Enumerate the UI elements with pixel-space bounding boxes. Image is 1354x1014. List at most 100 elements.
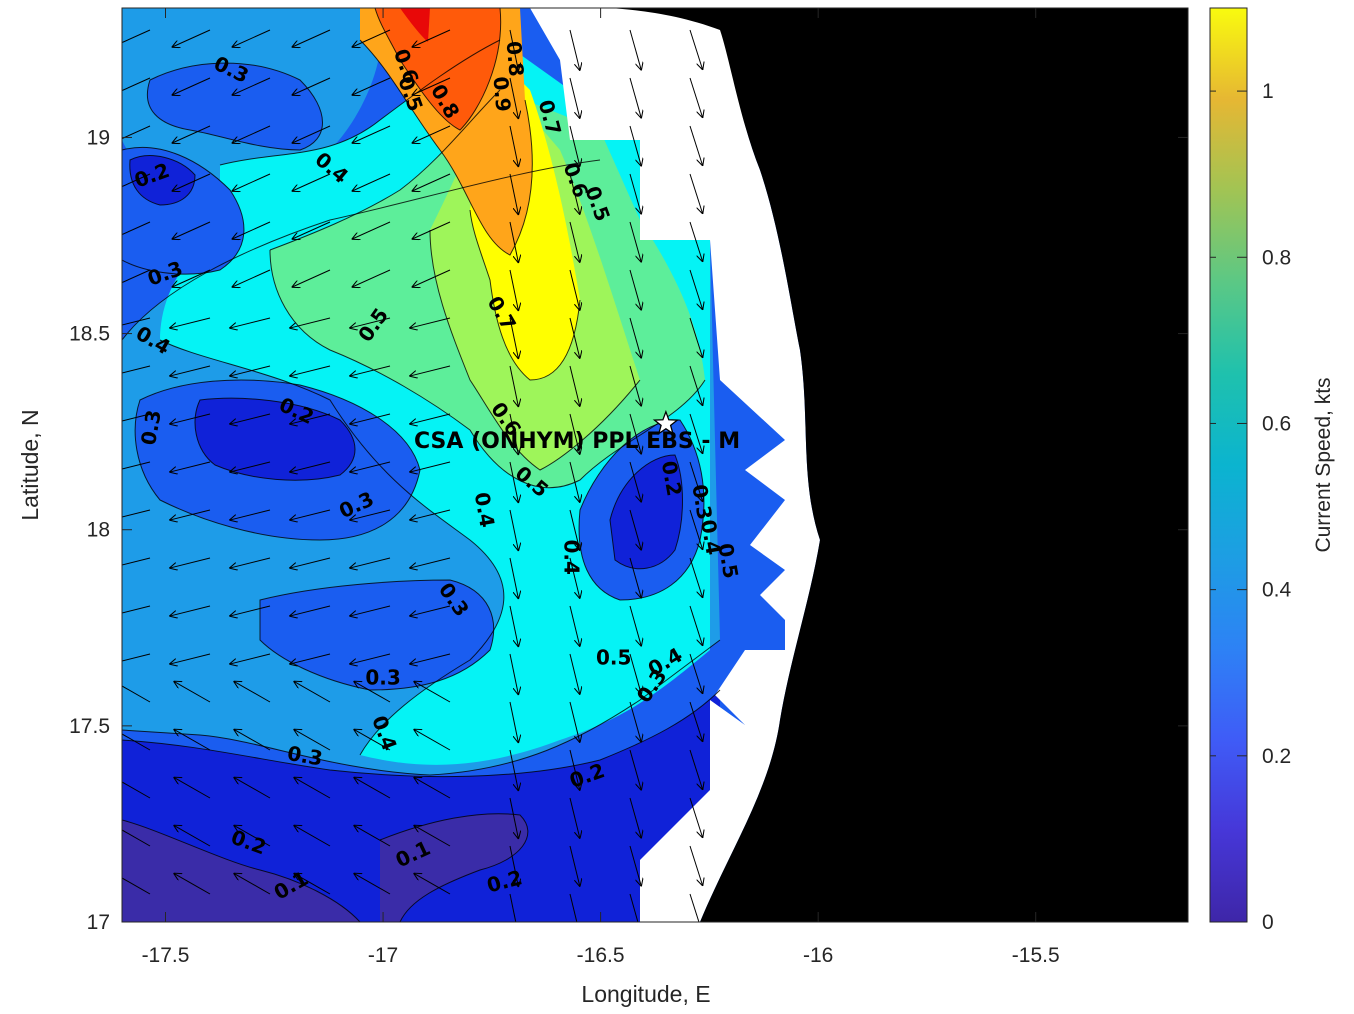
current-vector-arrow bbox=[689, 125, 703, 166]
current-vector-arrow bbox=[122, 365, 151, 374]
contour-plot-area: 0.3 0.60.50.8 0.90.80.70.40.2 0.60.50.30.5 0… bbox=[122, 8, 1188, 922]
current-vector-arrow bbox=[122, 29, 151, 44]
current-vector-arrow bbox=[412, 125, 451, 143]
current-vector-arrow bbox=[122, 681, 151, 703]
site-label: CSA (ONHYM) PPL EBS - M bbox=[414, 429, 740, 454]
x-axis-label: Longitude, E bbox=[581, 981, 710, 1007]
current-vector-arrow bbox=[172, 125, 211, 143]
current-vector-arrow bbox=[509, 605, 518, 647]
current-vector-arrow bbox=[354, 777, 391, 799]
current-vector-arrow bbox=[689, 605, 703, 646]
current-vector-arrow bbox=[689, 413, 703, 454]
current-vector-arrow bbox=[232, 221, 271, 239]
current-vector-arrow bbox=[409, 605, 451, 616]
current-vector-arrow bbox=[289, 413, 331, 424]
current-vector-arrow bbox=[509, 509, 518, 551]
current-vector-arrow bbox=[122, 125, 151, 140]
current-vector-arrow bbox=[509, 269, 518, 311]
current-vector-arrow bbox=[409, 653, 451, 664]
current-vector-arrow bbox=[689, 221, 703, 262]
current-vector-arrow bbox=[122, 825, 151, 847]
current-vector-arrow bbox=[292, 173, 331, 191]
current-vector-arrow bbox=[354, 729, 391, 751]
current-vector-arrow bbox=[232, 125, 271, 143]
current-vector-arrow bbox=[289, 605, 331, 616]
current-vector-arrow bbox=[509, 29, 518, 71]
current-vector-arrow bbox=[232, 77, 271, 95]
current-vector-arrow bbox=[689, 77, 703, 118]
contour-value-label: 0.5 bbox=[596, 646, 631, 670]
colorbar-tick-label: 0.4 bbox=[1262, 579, 1292, 602]
current-vector-arrow bbox=[689, 893, 700, 922]
contour-fill-0.3-west-top bbox=[147, 63, 323, 150]
current-vector-arrow bbox=[169, 509, 211, 520]
current-vector-arrow bbox=[509, 845, 518, 887]
colorbar-ticks: 0 0.2 0.4 0.6 0.8 1 bbox=[1210, 80, 1292, 934]
current-vector-arrow bbox=[409, 557, 451, 568]
contour-fill-0.2-sw bbox=[122, 690, 720, 922]
isoline bbox=[122, 689, 721, 778]
current-vector-arrow bbox=[229, 413, 271, 424]
current-vector-arrow bbox=[294, 681, 331, 703]
current-vector-arrow bbox=[349, 317, 391, 328]
current-vector-arrow bbox=[122, 269, 151, 284]
current-vector-arrow bbox=[569, 317, 580, 359]
current-vector-arrow bbox=[509, 173, 518, 215]
current-vector-arrow bbox=[509, 701, 518, 743]
colorbar: 0 0.2 0.4 0.6 0.8 1 Current Speed, kts bbox=[1209, 7, 1335, 934]
current-vector-arrow bbox=[629, 221, 641, 262]
current-vector-arrow bbox=[629, 413, 641, 454]
current-vector-arrow bbox=[289, 317, 331, 328]
isoline bbox=[159, 339, 505, 756]
y-axis-ticks: 17 17.5 18 18.5 19 bbox=[69, 126, 1188, 934]
current-vector-arrow bbox=[169, 461, 211, 472]
current-vector-arrow bbox=[122, 173, 151, 188]
current-vector-arrow bbox=[569, 845, 580, 887]
current-vector-arrow bbox=[234, 681, 271, 703]
current-vector-arrow bbox=[289, 557, 331, 568]
isoline bbox=[134, 379, 421, 541]
nodata-coastal-strip bbox=[530, 8, 820, 922]
current-vector-arrow bbox=[414, 825, 451, 847]
contour-fill-0.3-south bbox=[260, 580, 494, 690]
isoline bbox=[122, 819, 361, 922]
contour-value-labels: 0.3 0.60.50.8 0.90.80.70.40.2 0.60.50.30.5 0… bbox=[131, 40, 743, 904]
current-vector-arrow bbox=[509, 461, 518, 503]
current-vector-arrow bbox=[289, 509, 331, 520]
x-tick-label: -17.5 bbox=[142, 944, 190, 967]
current-vector-arrow bbox=[122, 221, 151, 236]
isoline bbox=[469, 209, 581, 381]
current-vector-arrow bbox=[689, 845, 703, 886]
current-vector-arrow bbox=[349, 413, 391, 424]
current-vector-arrow bbox=[629, 29, 641, 70]
current-vector-arrow bbox=[122, 605, 151, 614]
contour-value-label: 0.4 bbox=[560, 539, 584, 574]
contour-value-label: 0.3 bbox=[365, 665, 400, 689]
current-vector-arrow bbox=[234, 777, 271, 799]
current-vector-arrow bbox=[174, 825, 211, 847]
isoline bbox=[146, 62, 323, 151]
isoline bbox=[374, 8, 502, 131]
y-tick-label: 17 bbox=[87, 911, 110, 934]
current-vector-arrow bbox=[629, 653, 641, 694]
current-vector-arrow bbox=[229, 461, 271, 472]
current-vector-arrow bbox=[294, 777, 331, 799]
current-vector-arrow bbox=[569, 701, 580, 743]
current-vector-arrow bbox=[569, 749, 580, 791]
current-vector-arrow bbox=[229, 509, 271, 520]
current-vector-arrow bbox=[509, 317, 518, 359]
current-vector-arrow bbox=[629, 893, 639, 922]
current-vector-arrow bbox=[629, 845, 641, 886]
y-tick-label: 19 bbox=[87, 126, 110, 149]
colorbar-tick-label: 0.8 bbox=[1262, 246, 1291, 269]
site-annotation: CSA (ONHYM) PPL EBS - M bbox=[414, 409, 740, 454]
current-vector-arrow bbox=[169, 317, 211, 328]
current-vector-arrow bbox=[509, 413, 518, 455]
current-vector-arrow bbox=[409, 317, 451, 328]
current-vector-arrow bbox=[229, 605, 271, 616]
current-vector-arrow bbox=[169, 413, 211, 424]
current-vector-arrow bbox=[509, 653, 518, 695]
current-vectors bbox=[122, 29, 703, 922]
current-vector-arrow bbox=[412, 269, 451, 287]
current-vector-arrow bbox=[169, 653, 211, 664]
